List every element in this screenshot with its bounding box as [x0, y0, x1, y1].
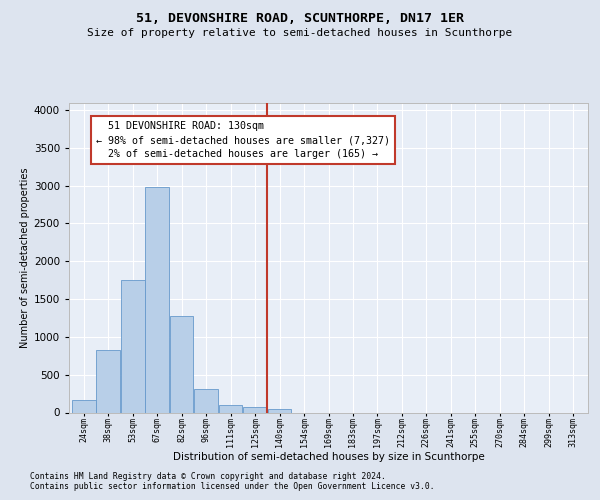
Bar	[72, 400, 95, 412]
Bar	[219, 405, 242, 412]
Bar	[170, 316, 193, 412]
Bar	[194, 389, 218, 412]
Text: Size of property relative to semi-detached houses in Scunthorpe: Size of property relative to semi-detach…	[88, 28, 512, 38]
X-axis label: Distribution of semi-detached houses by size in Scunthorpe: Distribution of semi-detached houses by …	[173, 452, 484, 462]
Y-axis label: Number of semi-detached properties: Number of semi-detached properties	[20, 167, 29, 348]
Bar	[121, 280, 145, 412]
Bar	[96, 350, 120, 412]
Bar	[243, 407, 267, 412]
Text: 51, DEVONSHIRE ROAD, SCUNTHORPE, DN17 1ER: 51, DEVONSHIRE ROAD, SCUNTHORPE, DN17 1E…	[136, 12, 464, 26]
Bar	[145, 187, 169, 412]
Text: Contains public sector information licensed under the Open Government Licence v3: Contains public sector information licen…	[30, 482, 434, 491]
Bar	[268, 410, 292, 412]
Text: 51 DEVONSHIRE ROAD: 130sqm
← 98% of semi-detached houses are smaller (7,327)
  2: 51 DEVONSHIRE ROAD: 130sqm ← 98% of semi…	[96, 122, 390, 160]
Text: Contains HM Land Registry data © Crown copyright and database right 2024.: Contains HM Land Registry data © Crown c…	[30, 472, 386, 481]
